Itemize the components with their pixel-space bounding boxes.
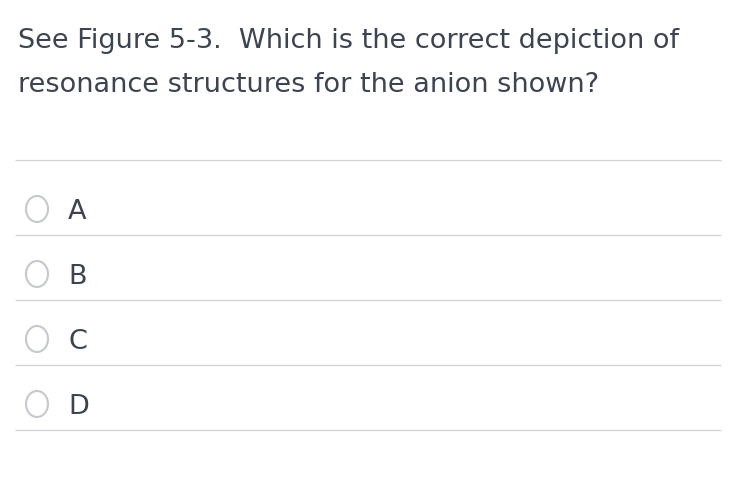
Text: B: B [68, 264, 87, 290]
Text: A: A [68, 199, 87, 225]
Text: resonance structures for the anion shown?: resonance structures for the anion shown… [18, 72, 599, 98]
Text: See Figure 5-3.  Which is the correct depiction of: See Figure 5-3. Which is the correct dep… [18, 28, 679, 54]
Text: C: C [68, 329, 87, 355]
Text: D: D [68, 394, 89, 420]
